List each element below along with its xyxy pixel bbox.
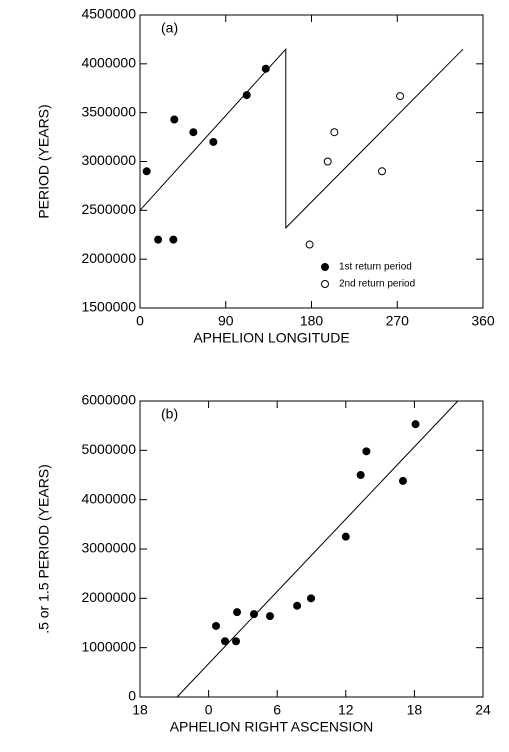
point bbox=[142, 167, 151, 176]
annotation: (a) bbox=[161, 20, 178, 36]
point bbox=[212, 621, 221, 630]
annotation: (b) bbox=[161, 406, 178, 422]
point bbox=[221, 637, 230, 646]
y-tick-label: 4500000 bbox=[81, 6, 136, 22]
point bbox=[305, 240, 314, 249]
y-tick-label: 2000000 bbox=[81, 250, 136, 266]
x-tick-label: 90 bbox=[218, 313, 234, 329]
y-tick-label: 6000000 bbox=[81, 392, 136, 408]
y-tick-label: 0 bbox=[128, 688, 136, 704]
x-tick-label: 270 bbox=[386, 313, 410, 329]
point bbox=[396, 92, 405, 101]
point bbox=[169, 235, 178, 244]
point bbox=[261, 64, 270, 73]
point bbox=[249, 610, 258, 619]
y-tick-label: 5000000 bbox=[81, 441, 136, 457]
legend-marker bbox=[321, 280, 329, 288]
point bbox=[154, 235, 163, 244]
point bbox=[411, 420, 420, 429]
x-tick-label: 6 bbox=[273, 702, 281, 718]
point bbox=[189, 128, 198, 137]
y-tick-label: 4000000 bbox=[81, 55, 136, 71]
legend-label: 2nd return period bbox=[339, 279, 415, 290]
y-tick-label: 3000000 bbox=[81, 540, 136, 556]
x-axis-label: APHELION LONGITUDE bbox=[193, 330, 349, 346]
point bbox=[232, 637, 241, 646]
point bbox=[398, 476, 407, 485]
x-tick-label: 18 bbox=[407, 702, 423, 718]
point bbox=[356, 471, 365, 479]
point bbox=[307, 594, 316, 603]
point bbox=[170, 115, 179, 124]
plot-frame bbox=[139, 400, 484, 698]
y-tick-label: 3500000 bbox=[81, 103, 136, 119]
x-tick-label: 0 bbox=[205, 702, 213, 718]
y-tick-label: 1500000 bbox=[81, 299, 136, 315]
point bbox=[265, 612, 274, 621]
x-tick-label: 180 bbox=[300, 313, 324, 329]
y-tick-label: 1000000 bbox=[81, 638, 136, 654]
y-axis-label: .5 or 1.5 PERIOD (YEARS) bbox=[36, 464, 52, 634]
legend-marker bbox=[321, 263, 329, 271]
point bbox=[293, 601, 302, 610]
fit-line bbox=[139, 47, 464, 230]
x-tick-label: 360 bbox=[471, 313, 495, 329]
x-tick-label: 24 bbox=[475, 702, 491, 718]
x-axis-label: APHELION RIGHT ASCENSION bbox=[170, 719, 374, 735]
legend-label: 1st return period bbox=[339, 262, 412, 273]
point bbox=[233, 608, 242, 617]
point bbox=[330, 128, 339, 137]
point bbox=[242, 91, 251, 100]
x-tick-label: 12 bbox=[338, 702, 354, 718]
point bbox=[209, 137, 218, 146]
y-tick-label: 2500000 bbox=[81, 201, 136, 217]
point bbox=[378, 167, 387, 176]
fit-line bbox=[176, 400, 459, 698]
plot-frame bbox=[139, 14, 484, 309]
point bbox=[341, 532, 350, 541]
y-tick-label: 3000000 bbox=[81, 152, 136, 168]
point bbox=[362, 447, 371, 456]
y-axis-label: PERIOD (YEARS) bbox=[36, 104, 52, 218]
y-tick-label: 2000000 bbox=[81, 589, 136, 605]
y-tick-label: 4000000 bbox=[81, 490, 136, 506]
x-tick-label: 0 bbox=[136, 313, 144, 329]
x-tick-label: 18 bbox=[132, 702, 148, 718]
point bbox=[323, 157, 332, 166]
